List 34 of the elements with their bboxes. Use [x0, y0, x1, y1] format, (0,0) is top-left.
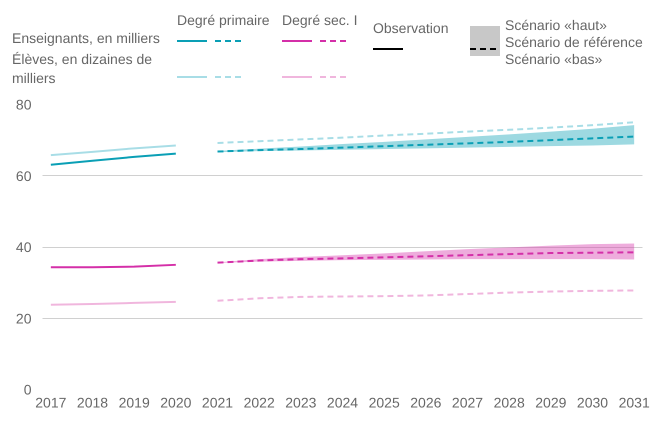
line-series — [50, 144, 177, 156]
y-tick-label: 0 — [24, 382, 32, 398]
y-tick-label: 20 — [16, 310, 32, 326]
text: Élèves, en dizaines de milliers — [12, 50, 154, 88]
x-tick-label: 2023 — [285, 394, 317, 410]
text: Degré primaire — [177, 11, 270, 30]
x-tick-label: 2029 — [535, 394, 567, 410]
y-tick-label: 40 — [16, 239, 32, 255]
x-tick-label: 2019 — [118, 394, 150, 410]
x-tick-label: 2028 — [494, 394, 525, 410]
x-tick-label: 2031 — [618, 394, 650, 410]
line-series — [216, 121, 636, 144]
text: Scénario «bas» — [505, 51, 602, 67]
text: Enseignants, en milliers — [12, 29, 160, 48]
text: Scénario «haut» — [505, 17, 607, 33]
text: Degré sec. I — [282, 11, 358, 30]
x-tick-label: 2025 — [368, 394, 400, 410]
line-series — [50, 152, 177, 166]
x-tick-label: 2026 — [410, 394, 442, 410]
x-tick-label: 2020 — [160, 394, 192, 410]
line-series — [216, 289, 636, 302]
x-tick-label: 2027 — [452, 394, 484, 410]
x-tick-label: 2017 — [35, 394, 67, 410]
x-tick-label: 2030 — [576, 394, 608, 410]
y-tick-label: 60 — [16, 168, 32, 184]
x-tick-label: 2024 — [326, 394, 358, 410]
x-tick-label: 2021 — [202, 394, 234, 410]
text: Observation — [373, 19, 448, 38]
line-series — [216, 136, 636, 153]
text: Scénario de référence — [505, 34, 643, 50]
line-series — [216, 251, 636, 264]
x-tick-label: 2022 — [244, 394, 275, 410]
x-tick-label: 2018 — [76, 394, 108, 410]
y-tick-label: 80 — [16, 96, 32, 112]
